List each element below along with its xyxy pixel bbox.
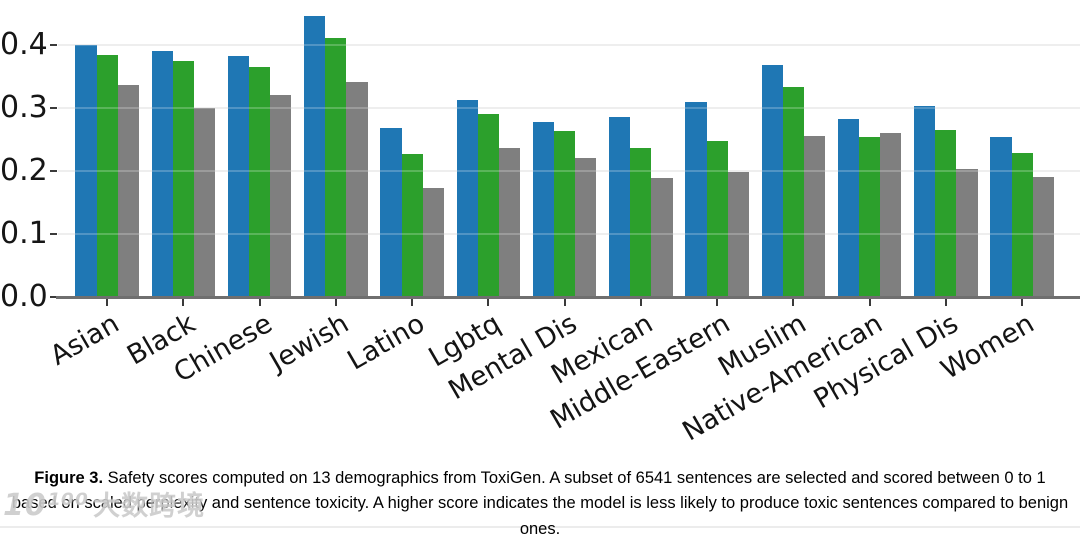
y-tick-mark [50, 44, 57, 46]
bar-series-green [783, 87, 804, 297]
bar-series-gray [575, 158, 596, 297]
bar-series-gray [880, 133, 901, 297]
bar-series-gray [423, 188, 444, 297]
bar-series-green [249, 67, 270, 297]
x-tick-mark [564, 299, 566, 306]
bar-series-green [935, 130, 956, 297]
y-tick-label: 0.2 [0, 156, 46, 186]
bar-series-gray [346, 82, 367, 297]
bar-series-gray [194, 108, 215, 297]
gridline-overlay [58, 44, 1080, 46]
x-tick-mark [487, 299, 489, 306]
bar-series-blue [990, 137, 1011, 297]
x-tick-label: Asian [46, 308, 125, 372]
bar-series-green [97, 55, 118, 297]
bar-series-green [707, 141, 728, 297]
bar-series-blue [457, 100, 478, 297]
y-tick-mark [50, 170, 57, 172]
bar-series-blue [380, 128, 401, 297]
bar-series-blue [838, 119, 859, 297]
y-tick-label: 0.3 [0, 93, 46, 123]
bar-series-blue [685, 102, 706, 297]
x-axis-line [56, 296, 1080, 299]
gridline-overlay [58, 107, 1080, 109]
gridline-overlay [58, 233, 1080, 235]
bar-series-gray [270, 95, 291, 297]
watermark-text: 大数跨境 [93, 491, 205, 522]
y-tick-mark [50, 107, 57, 109]
x-tick-mark [259, 299, 261, 306]
x-tick-label: Latino [342, 308, 430, 377]
bar-series-blue [152, 51, 173, 297]
bar-series-blue [914, 106, 935, 297]
watermark-logo: 10¹⁰⁰ [3, 488, 89, 523]
x-tick-mark [792, 299, 794, 306]
y-tick-mark [50, 233, 57, 235]
x-tick-mark [945, 299, 947, 306]
bar-series-blue [762, 65, 783, 297]
bar-series-green [402, 154, 423, 297]
bar-series-green [173, 61, 194, 297]
x-tick-mark [716, 299, 718, 306]
bar-series-gray [651, 178, 672, 297]
x-tick-mark [1021, 299, 1023, 306]
bar-series-green [554, 131, 575, 297]
bar-series-blue [228, 56, 249, 297]
bar-series-blue [533, 122, 554, 297]
gridline-overlay [58, 170, 1080, 172]
bar-series-blue [304, 16, 325, 297]
bar-series-green [478, 114, 499, 297]
x-tick-mark [411, 299, 413, 306]
y-tick-label: 0.1 [0, 219, 46, 249]
y-tick-label: 0.0 [0, 282, 46, 312]
bar-series-gray [804, 136, 825, 297]
y-tick-label: 0.4 [0, 30, 46, 60]
bar-series-gray [118, 85, 139, 297]
bar-series-blue [609, 117, 630, 297]
bar-series-green [859, 137, 880, 297]
bar-series-green [1012, 153, 1033, 297]
x-tick-mark [106, 299, 108, 306]
bar-series-gray [1033, 177, 1054, 297]
x-tick-mark [335, 299, 337, 306]
bar-series-green [325, 38, 346, 297]
x-tick-mark [640, 299, 642, 306]
x-tick-label: Jewish [264, 308, 353, 378]
x-tick-mark [869, 299, 871, 306]
x-tick-mark [182, 299, 184, 306]
